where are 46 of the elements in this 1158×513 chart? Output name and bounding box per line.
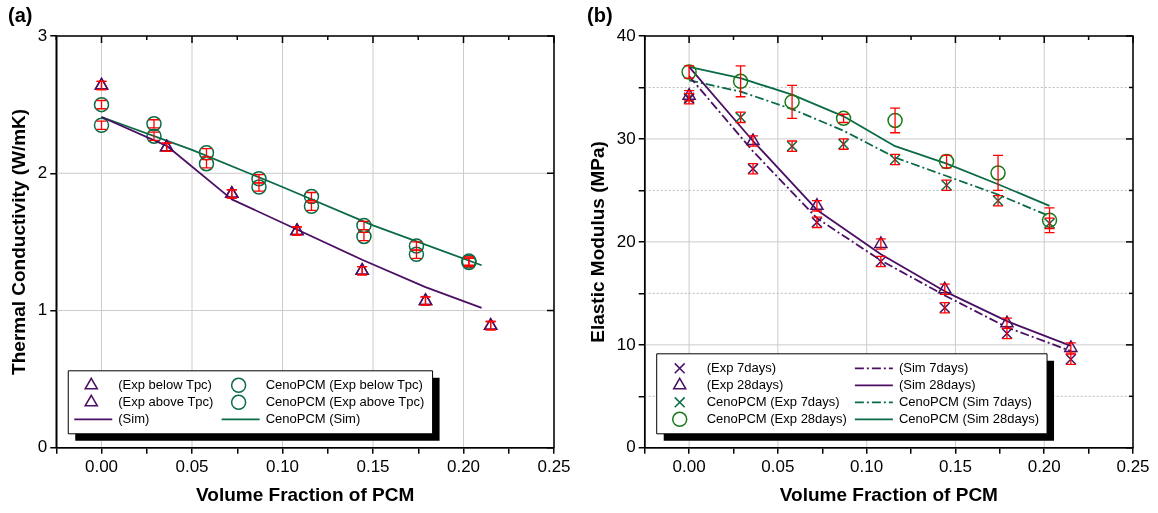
y-tick-label: 1 [37, 300, 48, 320]
point [887, 112, 903, 129]
x-axis-title: Volume Fraction of PCM [196, 483, 415, 505]
point [990, 165, 1006, 181]
legend-label: (Sim 28days) [898, 376, 976, 392]
x-tick-label: 0.20 [1027, 456, 1061, 476]
text: (a) [8, 3, 33, 26]
point [732, 73, 749, 90]
legend-label: (Exp above Tpc) [118, 393, 214, 409]
y-axis-title: Thermal Conductivity (W/mK) [7, 108, 29, 375]
y-axis-title: Elastic Modulus (MPa) [586, 141, 608, 343]
x-tick-label: 0.10 [850, 456, 884, 476]
x-tick-label: 0.00 [84, 456, 119, 476]
x-tick-label: 0.25 [537, 456, 571, 476]
x-tick-label: 0.05 [761, 456, 795, 476]
y-tick-label: 40 [616, 25, 636, 45]
y-tick-label: 30 [616, 128, 636, 148]
x-tick-label: 0.15 [356, 456, 390, 476]
y-tick-label: 20 [616, 231, 636, 251]
x-tick-label: 0.00 [672, 456, 706, 476]
point [1041, 212, 1058, 229]
legend-label: (Exp 28days) [706, 376, 784, 392]
x-tick-label: 0.05 [175, 456, 209, 476]
y-tick-label: 3 [37, 25, 48, 45]
y-tick-label: 10 [616, 334, 636, 354]
legend-label: CenoPCM (Exp 7days) [706, 393, 840, 409]
legend-label: (Exp 7days) [706, 359, 777, 375]
legend-label: (Sim 7days) [898, 359, 969, 375]
legend-label: CenoPCM (Exp above Tpc) [265, 393, 425, 409]
point [784, 94, 800, 110]
y-tick-label: 0 [37, 437, 48, 457]
legend-label: CenoPCM (Exp 28days) [706, 410, 847, 426]
y-tick-label: 0 [626, 437, 636, 457]
x-tick-label: 0.25 [1116, 456, 1150, 476]
legend-label: CenoPCM (Sim) [265, 410, 361, 426]
legend-label: (Exp below Tpc) [118, 376, 212, 392]
legend-label: CenoPCM (Exp below Tpc) [265, 376, 423, 392]
legend-label: CenoPCM (Sim 28days) [898, 410, 1040, 426]
legend-label: CenoPCM (Sim 7days) [898, 393, 1032, 409]
legend-label: (Sim) [118, 410, 150, 426]
x-tick-label: 0.20 [446, 456, 481, 476]
x-axis-title: Volume Fraction of PCM [779, 483, 998, 505]
text: (b) [587, 3, 613, 26]
x-tick-label: 0.15 [938, 456, 972, 476]
y-tick-label: 2 [37, 162, 48, 182]
x-tick-label: 0.10 [265, 456, 300, 476]
